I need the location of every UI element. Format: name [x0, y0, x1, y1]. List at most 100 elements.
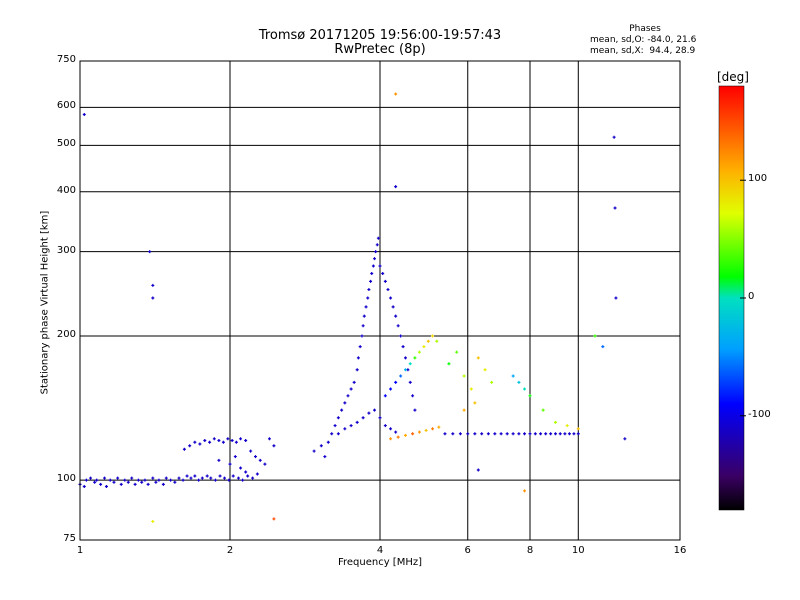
data-point [394, 92, 398, 96]
data-point [469, 387, 473, 391]
data-point [394, 380, 398, 384]
plot-frame [79, 60, 681, 541]
data-point [82, 112, 86, 116]
data-point [173, 480, 177, 484]
data-point [236, 476, 240, 480]
data-point [221, 440, 225, 444]
data-point [234, 440, 238, 444]
data-point [505, 432, 509, 436]
data-point [394, 185, 398, 189]
data-point [349, 424, 353, 428]
data-point [209, 476, 213, 480]
x-tick-label: 2 [226, 545, 234, 556]
data-point [466, 432, 470, 436]
data-point [458, 432, 462, 436]
x-axis-label: Frequency [MHz] [337, 557, 423, 568]
data-point [483, 368, 487, 372]
data-point [528, 432, 532, 436]
x-tick-label: 16 [673, 545, 687, 556]
data-point [99, 482, 103, 486]
data-point [133, 482, 137, 486]
data-point [437, 425, 441, 429]
data-point [213, 478, 217, 482]
data-point [576, 432, 580, 436]
data-point [151, 476, 155, 480]
data-point [352, 380, 356, 384]
data-point [182, 447, 186, 451]
data-point [116, 476, 120, 480]
data-point [169, 478, 173, 482]
data-point [572, 432, 576, 436]
data-point [136, 478, 140, 482]
data-point [151, 519, 155, 523]
data-point [143, 478, 147, 482]
data-point [413, 408, 417, 412]
data-point [112, 480, 116, 484]
data-point [567, 432, 571, 436]
data-point [411, 394, 415, 398]
data-point [424, 428, 428, 432]
data-point [263, 462, 267, 466]
data-point [241, 478, 245, 482]
y-tick-label: 750 [56, 54, 76, 65]
data-point [447, 362, 451, 366]
data-point [336, 432, 340, 436]
data-point [154, 480, 158, 484]
colorbar-unit: [deg] [717, 70, 749, 84]
data-point [203, 439, 207, 442]
data-point [523, 432, 527, 436]
data-point [253, 455, 257, 459]
data-point [426, 339, 430, 343]
data-point [389, 437, 393, 441]
data-point [523, 387, 527, 391]
data-point [251, 476, 255, 480]
data-point [517, 432, 521, 436]
data-point [391, 305, 395, 309]
data-point [553, 420, 557, 424]
data-point [200, 476, 204, 480]
data-point [408, 362, 412, 366]
data-point [157, 478, 161, 482]
data-point [231, 474, 235, 478]
data-point [396, 324, 400, 328]
data-point [378, 264, 382, 268]
data-point [476, 356, 480, 360]
data-point [443, 432, 447, 436]
data-point [601, 345, 605, 349]
data-point [394, 430, 398, 434]
data-point [462, 374, 466, 378]
data-point [473, 432, 477, 436]
data-point [490, 380, 494, 384]
data-point [576, 427, 580, 431]
data-point [539, 432, 543, 436]
data-point [361, 416, 365, 420]
data-point [84, 478, 88, 482]
data-point [336, 416, 340, 420]
data-point [544, 432, 548, 436]
data-point [188, 444, 192, 448]
data-point [227, 478, 231, 482]
colorbar-ticks [740, 179, 746, 417]
data-point [408, 380, 412, 384]
data-point [399, 374, 403, 378]
data-point [151, 283, 155, 287]
data-point [473, 401, 477, 405]
data-point [217, 439, 221, 442]
data-point [146, 482, 150, 486]
y-tick-label: 75 [63, 533, 76, 544]
data-point [355, 368, 359, 372]
data-point [361, 324, 365, 328]
data-point [451, 432, 455, 436]
data-point [164, 476, 168, 480]
data-point [82, 484, 86, 488]
data-point [358, 345, 362, 349]
data-point [383, 279, 387, 283]
data-point [239, 437, 243, 441]
data-point [383, 394, 387, 398]
data-point [130, 476, 134, 480]
data-point [431, 427, 435, 431]
data-point [362, 314, 366, 318]
data-point [366, 296, 370, 300]
data-point [371, 264, 375, 268]
data-point [541, 408, 545, 412]
